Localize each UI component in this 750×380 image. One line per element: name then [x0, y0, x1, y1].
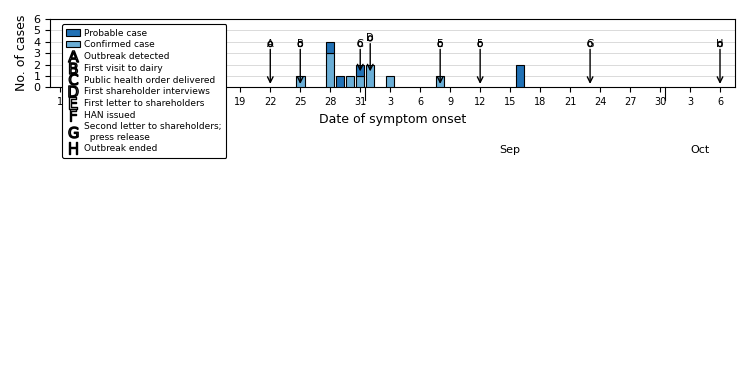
Bar [206, 76, 214, 87]
Bar [356, 65, 364, 76]
Text: Oct: Oct [691, 145, 709, 155]
Circle shape [358, 41, 362, 46]
Bar [436, 76, 445, 87]
Text: G: G [586, 39, 594, 49]
Bar [116, 65, 124, 87]
Text: C: C [357, 39, 364, 49]
Text: B: B [297, 39, 304, 49]
Bar [296, 76, 304, 87]
Text: A: A [267, 39, 274, 49]
Bar [326, 42, 334, 53]
Text: H: H [716, 39, 724, 49]
Bar [326, 53, 334, 87]
Text: Aug: Aug [200, 145, 221, 155]
Bar [336, 76, 344, 87]
Circle shape [588, 41, 592, 46]
Bar [346, 76, 355, 87]
Bar [356, 76, 364, 87]
Bar [516, 65, 524, 87]
Bar [366, 65, 374, 87]
Circle shape [438, 41, 442, 46]
Text: D: D [367, 33, 374, 43]
Text: E: E [437, 39, 443, 49]
Legend: Probable case, Confirmed case, Outbreak detected, First visit to dairy, Public h: Probable case, Confirmed case, Outbreak … [62, 24, 226, 158]
Bar [386, 76, 394, 87]
Y-axis label: No. of cases: No. of cases [15, 15, 28, 91]
Circle shape [718, 41, 722, 46]
Text: F: F [477, 39, 483, 49]
Circle shape [298, 41, 302, 46]
Circle shape [368, 36, 373, 41]
Circle shape [478, 41, 482, 46]
X-axis label: Date of symptom onset: Date of symptom onset [319, 112, 466, 125]
Text: Sep: Sep [500, 145, 520, 155]
Circle shape [268, 41, 272, 46]
